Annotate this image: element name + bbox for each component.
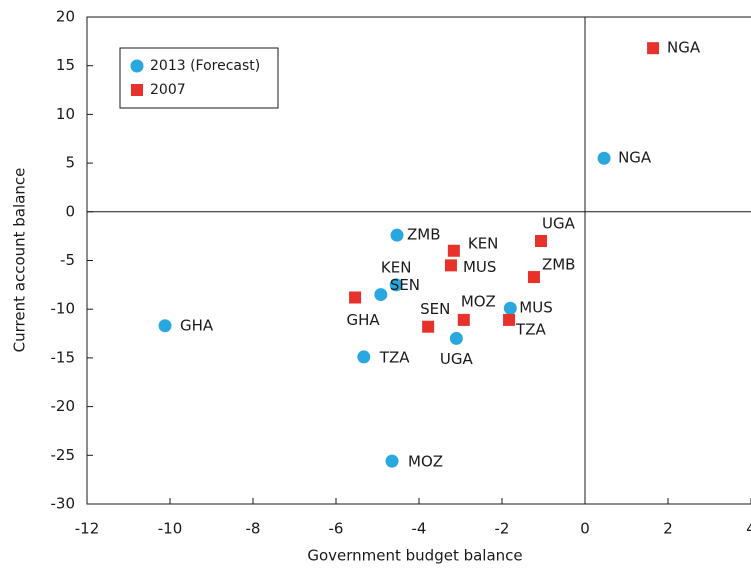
x-tick-label: -10 xyxy=(158,520,183,538)
point-label: UGA xyxy=(542,215,576,233)
y-axis-label: Current account balance xyxy=(11,168,29,353)
point-label: GHA xyxy=(347,311,381,329)
legend-box xyxy=(119,47,279,109)
point-label: MUS xyxy=(463,258,496,276)
point-label: NGA xyxy=(618,149,652,167)
x-tick-label: -4 xyxy=(412,520,427,538)
y-tick-label: 20 xyxy=(56,8,75,26)
x-tick-label: -6 xyxy=(329,520,344,538)
point xyxy=(503,301,517,315)
y-tick-label: -30 xyxy=(51,495,76,513)
point xyxy=(385,454,399,468)
point xyxy=(422,320,435,333)
point xyxy=(597,151,611,165)
y-tick-label: -5 xyxy=(60,251,75,269)
point xyxy=(535,235,548,248)
y-tick-label: -20 xyxy=(51,397,76,415)
x-tick-label: -2 xyxy=(495,520,510,538)
point-label: MUS xyxy=(519,299,552,317)
legend-marker xyxy=(131,84,143,96)
point-label: GHA xyxy=(180,316,214,334)
y-tick-label: -10 xyxy=(51,300,76,318)
point-label: ZMB xyxy=(407,226,441,244)
point xyxy=(503,313,516,326)
point xyxy=(449,331,463,345)
legend-label: 2007 xyxy=(150,82,186,98)
legend-label: 2013 (Forecast) xyxy=(150,58,260,74)
point xyxy=(389,278,403,292)
point xyxy=(374,288,388,302)
y-tick-label: 10 xyxy=(56,105,75,123)
point xyxy=(158,319,172,333)
point xyxy=(457,313,470,326)
point-label: KEN xyxy=(381,258,412,276)
x-axis-label: Government budget balance xyxy=(307,547,522,565)
point xyxy=(357,350,371,364)
point-label: ZMB xyxy=(542,256,576,274)
point-label: MOZ xyxy=(408,453,443,471)
point-label: NGA xyxy=(667,39,701,57)
point-label: MOZ xyxy=(461,292,496,310)
point-label: SEN xyxy=(390,276,420,294)
x-tick-label: 2 xyxy=(663,520,673,538)
point-label: UGA xyxy=(440,350,474,368)
point xyxy=(527,271,540,284)
point-label: SEN xyxy=(420,300,450,318)
x-tick-label: 0 xyxy=(580,520,590,538)
point xyxy=(647,42,660,55)
point xyxy=(349,291,362,304)
legend-marker xyxy=(130,59,144,73)
point-label: TZA xyxy=(379,348,410,366)
point xyxy=(444,259,457,272)
x-tick-label: -8 xyxy=(246,520,261,538)
y-tick-label: -25 xyxy=(51,446,76,464)
x-tick-label: 4 xyxy=(746,520,751,538)
y-tick-label: 0 xyxy=(65,202,75,220)
point-label: KEN xyxy=(468,234,499,252)
point-label: TZA xyxy=(515,320,546,338)
point xyxy=(390,228,404,242)
y-tick-label: 15 xyxy=(56,56,75,74)
point xyxy=(447,244,460,257)
y-tick-label: 5 xyxy=(65,154,75,172)
x-tick-label: -12 xyxy=(75,520,100,538)
y-tick-label: -15 xyxy=(51,348,76,366)
